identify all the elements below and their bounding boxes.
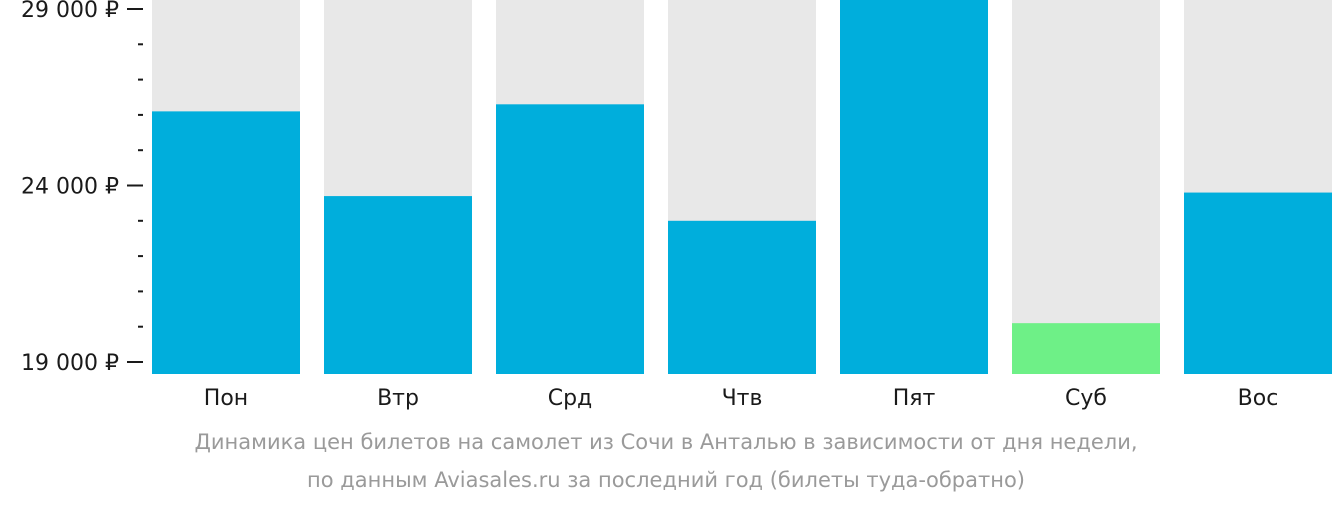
bar-6 [1012,323,1160,374]
chart-caption-line-2: по данным Aviasales.ru за последний год … [307,468,1025,492]
x-tick-label-6: Суб [1065,386,1107,411]
bar-5 [840,0,988,374]
x-tick-label-1: Пон [204,386,248,411]
x-tick-label-5: Пят [893,386,936,411]
y-tick-label-1: 29 000 ₽ [21,0,119,23]
x-tick-label-7: Вос [1238,386,1279,411]
bar-2 [324,196,472,374]
y-tick-label-3: 19 000 ₽ [21,351,119,376]
x-tick-label-4: Чтв [722,386,763,411]
bar-background-6 [1012,0,1160,374]
bar-3 [496,104,644,374]
x-tick-label-2: Втр [377,386,419,411]
bar-1 [152,111,300,375]
x-tick-label-3: Срд [548,386,593,411]
bar-7 [1184,192,1332,374]
y-tick-label-2: 24 000 ₽ [21,175,119,200]
chart-caption-line-1: Динамика цен билетов на самолет из Сочи … [194,430,1138,454]
bar-4 [668,220,816,374]
